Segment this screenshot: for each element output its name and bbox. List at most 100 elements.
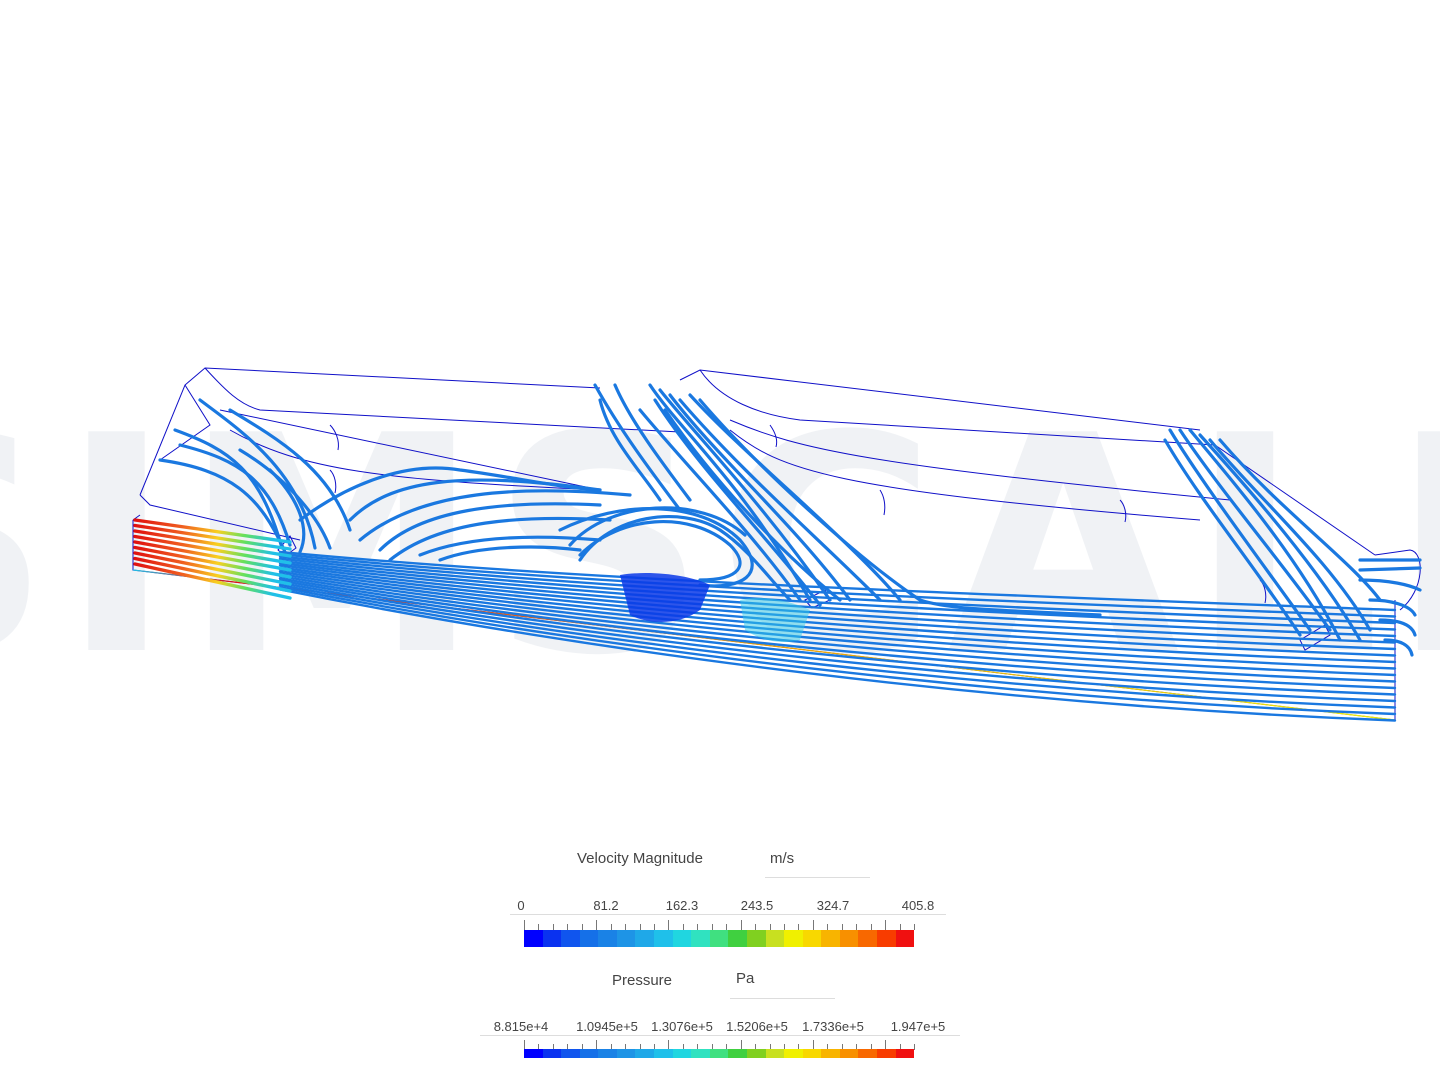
colorbar-tick <box>538 924 540 930</box>
velocity-tick-label: 243.5 <box>740 898 774 913</box>
pressure-tick-line <box>480 1035 960 1036</box>
colorbar-tick <box>755 1044 757 1050</box>
colorbar-tick <box>552 1044 554 1050</box>
velocity-legend-unit: m/s <box>770 850 795 867</box>
flow-streamline <box>278 583 1397 709</box>
velocity-unit-underline <box>765 877 870 878</box>
flow-streamline <box>278 568 1397 664</box>
colorbar-tick <box>740 920 742 930</box>
colorbar-segment <box>895 930 915 947</box>
colorbar-tick <box>610 924 612 930</box>
colorbar-segment <box>876 1049 896 1058</box>
colorbar-tick <box>581 924 583 930</box>
colorbar-tick <box>625 924 627 930</box>
flow-streamline <box>278 566 1397 657</box>
colorbar-tick <box>639 924 641 930</box>
colorbar-tick <box>711 924 713 930</box>
colorbar-tick <box>769 1044 771 1050</box>
colorbar-segment <box>561 1049 580 1058</box>
velocity-tick-label: 81.2 <box>593 898 619 913</box>
colorbar-tick <box>914 1044 915 1050</box>
colorbar-tick <box>567 924 569 930</box>
flow-streamline <box>278 586 1397 716</box>
flow-streamline <box>278 550 1397 612</box>
inlet-streamline <box>133 534 292 565</box>
velocity-tick-label: 0 <box>517 898 525 913</box>
flow-streamline <box>278 559 1397 638</box>
colorbar-segment <box>616 1049 636 1058</box>
pressure-colorbar <box>524 1049 915 1058</box>
colorbar-tick <box>538 1044 540 1050</box>
colorbar-tick <box>783 924 785 930</box>
pressure-tick-label: 1.0945e+5 <box>576 1019 638 1034</box>
colorbar-tick <box>755 924 757 930</box>
colorbar-segment <box>691 930 710 947</box>
colorbar-tick <box>711 1044 713 1050</box>
colorbar-segment <box>876 930 896 947</box>
velocity-tick-label: 162.3 <box>665 898 699 913</box>
colorbar-segment <box>579 1049 599 1058</box>
colorbar-tick <box>899 1044 901 1050</box>
colorbar-tick <box>740 1040 742 1050</box>
colorbar-segment <box>821 1049 840 1058</box>
flow-streamline <box>278 575 1397 683</box>
vortex-core <box>620 573 710 622</box>
colorbar-tick <box>668 920 670 930</box>
colorbar-segment <box>728 1049 747 1058</box>
colorbar-tick <box>581 1044 583 1050</box>
inlet-streamline <box>133 551 292 586</box>
velocity-tick-label: 405.8 <box>901 898 935 913</box>
colorbar-segment <box>524 930 543 947</box>
flow-streamline <box>278 572 1397 677</box>
pressure-tick-label: 1.3076e+5 <box>651 1019 713 1034</box>
colorbar-segment <box>542 1049 562 1058</box>
colorbar-segment <box>765 930 785 947</box>
colorbar-segment <box>616 930 636 947</box>
colorbar-segment <box>839 1049 859 1058</box>
velocity-streamlines <box>158 383 1422 722</box>
colorbar-tick <box>653 1044 655 1050</box>
flow-streamline <box>278 561 1397 644</box>
colorbar-tick <box>783 1044 785 1050</box>
colorbar-tick <box>726 924 728 930</box>
inlet-streamline <box>133 529 292 558</box>
colorbar-tick <box>885 920 887 930</box>
colorbar-tick <box>856 1044 858 1050</box>
colorbar-segment <box>858 930 877 947</box>
colorbar-segment <box>579 930 599 947</box>
colorbar-segment <box>654 930 673 947</box>
velocity-ticks <box>524 920 915 930</box>
pressure-unit-underline <box>730 998 835 999</box>
inlet-streamline <box>133 545 292 579</box>
flow-streamline <box>278 570 1397 670</box>
pressure-legend-title: Pressure <box>612 972 673 989</box>
colorbar-segment <box>561 930 580 947</box>
pressure-legend-unit: Pa <box>736 970 755 987</box>
colorbar-tick <box>870 924 872 930</box>
colorbar-segment <box>524 1049 543 1058</box>
colorbar-tick <box>524 1040 525 1050</box>
colorbar-segment <box>765 1049 785 1058</box>
inlet-streamline <box>133 518 292 544</box>
pressure-tick-label: 8.815e+4 <box>493 1019 549 1034</box>
colorbar-segment <box>784 1049 803 1058</box>
colorbar-tick <box>885 1040 887 1050</box>
velocity-tick-label: 324.7 <box>816 898 850 913</box>
pressure-ticks <box>524 1040 915 1050</box>
colorbar-tick <box>639 1044 641 1050</box>
colorbar-segment <box>746 930 766 947</box>
colorbar-tick <box>841 1044 843 1050</box>
velocity-legend-title: Velocity Magnitude <box>577 850 703 867</box>
flow-streamline <box>278 588 1397 722</box>
colorbar-segment <box>672 930 692 947</box>
colorbar-segment <box>802 1049 822 1058</box>
colorbar-tick <box>812 1040 814 1050</box>
colorbar-segment <box>728 930 747 947</box>
flow-streamline <box>278 581 1397 703</box>
colorbar-tick <box>870 1044 872 1050</box>
colorbar-tick <box>769 924 771 930</box>
colorbar-tick <box>827 924 829 930</box>
flow-streamline <box>278 557 1397 631</box>
